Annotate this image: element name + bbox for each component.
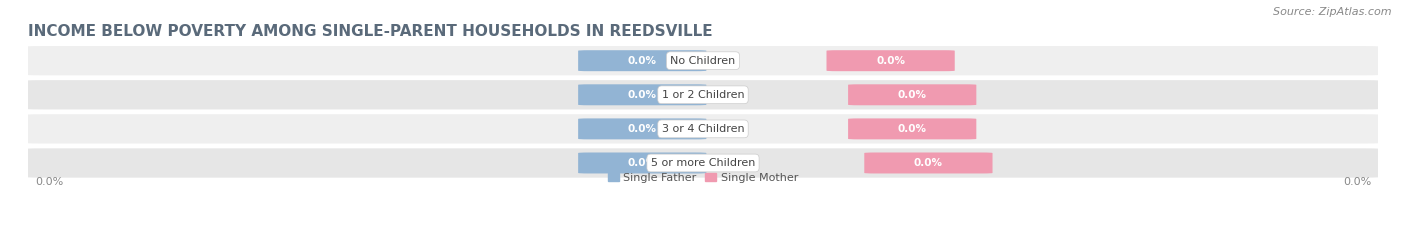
Text: 0.0%: 0.0% bbox=[897, 90, 927, 100]
Text: 0.0%: 0.0% bbox=[627, 90, 657, 100]
FancyBboxPatch shape bbox=[578, 153, 706, 174]
Text: 0.0%: 0.0% bbox=[914, 158, 943, 168]
FancyBboxPatch shape bbox=[578, 50, 706, 71]
FancyBboxPatch shape bbox=[18, 80, 1388, 110]
FancyBboxPatch shape bbox=[827, 50, 955, 71]
Text: Source: ZipAtlas.com: Source: ZipAtlas.com bbox=[1274, 7, 1392, 17]
Text: 3 or 4 Children: 3 or 4 Children bbox=[662, 124, 744, 134]
Text: 0.0%: 0.0% bbox=[627, 56, 657, 66]
Text: 0.0%: 0.0% bbox=[627, 158, 657, 168]
Text: 0.0%: 0.0% bbox=[1343, 177, 1371, 187]
Text: 1 or 2 Children: 1 or 2 Children bbox=[662, 90, 744, 100]
FancyBboxPatch shape bbox=[578, 118, 706, 139]
Text: 0.0%: 0.0% bbox=[897, 124, 927, 134]
FancyBboxPatch shape bbox=[848, 118, 976, 139]
Text: 0.0%: 0.0% bbox=[876, 56, 905, 66]
Legend: Single Father, Single Mother: Single Father, Single Mother bbox=[603, 168, 803, 187]
Text: 5 or more Children: 5 or more Children bbox=[651, 158, 755, 168]
FancyBboxPatch shape bbox=[578, 84, 706, 105]
FancyBboxPatch shape bbox=[865, 153, 993, 174]
Text: INCOME BELOW POVERTY AMONG SINGLE-PARENT HOUSEHOLDS IN REEDSVILLE: INCOME BELOW POVERTY AMONG SINGLE-PARENT… bbox=[28, 24, 713, 39]
FancyBboxPatch shape bbox=[18, 114, 1388, 144]
Text: 0.0%: 0.0% bbox=[35, 177, 63, 187]
Text: No Children: No Children bbox=[671, 56, 735, 66]
Text: 0.0%: 0.0% bbox=[627, 124, 657, 134]
FancyBboxPatch shape bbox=[18, 148, 1388, 178]
FancyBboxPatch shape bbox=[18, 46, 1388, 75]
FancyBboxPatch shape bbox=[848, 84, 976, 105]
